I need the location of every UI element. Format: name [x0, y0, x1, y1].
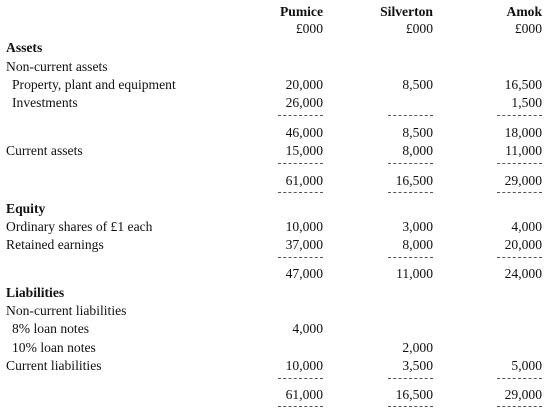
retained-pumice: 37,000	[285, 237, 323, 252]
rule	[278, 192, 323, 193]
retained-amok: 20,000	[504, 237, 542, 252]
total-eq-liab-pumice: 61,000	[285, 387, 323, 402]
col-unit-pumice: £000	[295, 21, 323, 36]
current-liabilities-silverton: 3,500	[402, 358, 433, 373]
rule	[388, 406, 433, 407]
loan10-label: 10% loan notes	[12, 340, 96, 355]
shares-amok: 4,000	[511, 219, 542, 234]
total-eq-liab-amok: 29,000	[504, 387, 542, 402]
rule	[278, 378, 323, 379]
non-current-assets-heading: Non-current assets	[6, 59, 108, 74]
rule	[388, 257, 433, 258]
shares-pumice: 10,000	[285, 219, 323, 234]
rule	[388, 192, 433, 193]
current-liabilities-pumice: 10,000	[285, 358, 323, 373]
loan8-pumice: 4,000	[292, 321, 323, 336]
investments-amok: 1,500	[511, 95, 542, 110]
loan10-silverton: 2,000	[402, 340, 433, 355]
ppe-pumice: 20,000	[285, 77, 323, 92]
equity-heading: Equity	[6, 201, 46, 216]
total-assets-silverton: 16,500	[395, 173, 433, 188]
rule	[388, 163, 433, 164]
rule	[497, 378, 542, 379]
ppe-amok: 16,500	[504, 77, 542, 92]
retained-earnings-label: Retained earnings	[6, 237, 104, 252]
total-equity-pumice: 47,000	[285, 266, 323, 281]
rule	[278, 163, 323, 164]
assets-heading: Assets	[6, 40, 43, 55]
total-assets-amok: 29,000	[504, 173, 542, 188]
shares-label: Ordinary shares of £1 each	[6, 219, 153, 234]
investments-label: Investments	[12, 95, 78, 110]
col-unit-amok: £000	[514, 21, 542, 36]
shares-silverton: 3,000	[402, 219, 433, 234]
current-assets-amok: 11,000	[505, 143, 542, 158]
rule	[278, 406, 323, 407]
col-header-pumice: Pumice	[279, 4, 323, 19]
rule	[278, 115, 323, 116]
rule	[388, 115, 433, 116]
col-unit-silverton: £000	[405, 21, 433, 36]
non-current-liabilities-heading: Non-current liabilities	[6, 303, 127, 318]
current-assets-label: Current assets	[6, 143, 83, 158]
current-assets-pumice: 15,000	[285, 143, 323, 158]
col-header-amok: Amok	[506, 4, 543, 19]
rule	[278, 257, 323, 258]
total-equity-silverton: 11,000	[396, 266, 433, 281]
nca-subtotal-silverton: 8,500	[402, 125, 433, 140]
rule	[497, 163, 542, 164]
rule	[497, 406, 542, 407]
rule	[388, 378, 433, 379]
loan8-label: 8% loan notes	[12, 321, 90, 336]
current-assets-silverton: 8,000	[402, 143, 433, 158]
ppe-silverton: 8,500	[402, 77, 433, 92]
rule	[497, 192, 542, 193]
nca-subtotal-pumice: 46,000	[285, 125, 323, 140]
investments-pumice: 26,000	[285, 95, 323, 110]
current-liabilities-label: Current liabilities	[6, 358, 102, 373]
rule	[497, 115, 542, 116]
current-liabilities-amok: 5,000	[511, 358, 542, 373]
col-header-silverton: Silverton	[380, 4, 433, 19]
nca-subtotal-amok: 18,000	[504, 125, 542, 140]
liabilities-heading: Liabilities	[6, 285, 65, 300]
retained-silverton: 8,000	[402, 237, 433, 252]
total-assets-pumice: 61,000	[285, 173, 323, 188]
total-eq-liab-silverton: 16,500	[395, 387, 433, 402]
total-equity-amok: 24,000	[504, 266, 542, 281]
ppe-label: Property, plant and equipment	[12, 77, 176, 92]
rule	[497, 257, 542, 258]
